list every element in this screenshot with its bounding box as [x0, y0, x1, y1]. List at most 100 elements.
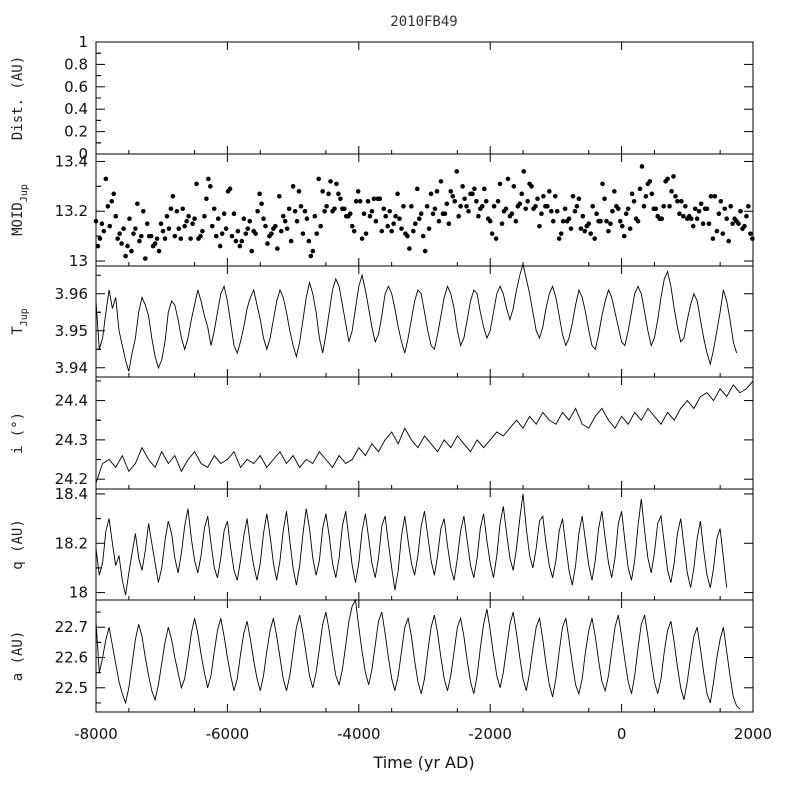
- data-point-moid-147: [673, 194, 678, 199]
- data-point-moid-18: [164, 213, 170, 219]
- data-point-moid-243: [395, 191, 400, 197]
- data-point-moid-141: [649, 191, 655, 197]
- data-point-moid-139: [641, 203, 647, 209]
- data-point-moid-329: [734, 218, 739, 224]
- data-point-moid-197: [213, 233, 219, 239]
- data-point-moid-321: [702, 206, 708, 212]
- data-point-moid-51: [294, 218, 300, 224]
- data-point-moid-174: [123, 253, 128, 259]
- data-point-moid-77: [397, 216, 402, 222]
- data-point-moid-309: [655, 213, 661, 219]
- data-point-moid-310: [659, 216, 664, 222]
- data-point-moid-200: [225, 189, 231, 194]
- data-point-moid-268: [493, 236, 499, 241]
- data-point-moid-330: [738, 208, 743, 214]
- y-tick-label-incl-0: 24.2: [55, 470, 88, 488]
- data-point-moid-263: [474, 198, 479, 204]
- data-point-moid-298: [612, 189, 617, 194]
- data-point-moid-205: [245, 226, 251, 231]
- data-point-moid-190: [186, 213, 191, 219]
- data-point-moid-83: [420, 233, 426, 239]
- data-point-moid-248: [414, 186, 420, 192]
- data-point-moid-148: [677, 211, 682, 217]
- data-point-moid-153: [696, 208, 702, 214]
- data-point-moid-135: [625, 206, 631, 212]
- data-point-moid-238: [375, 196, 381, 202]
- data-point-moid-116: [550, 218, 556, 224]
- data-point-moid-157: [712, 194, 718, 199]
- data-point-moid-279: [537, 223, 542, 229]
- data-point-moid-113: [539, 211, 544, 217]
- y-tick-label-dist-1: 0.2: [64, 123, 88, 141]
- data-point-moid-275: [521, 169, 527, 174]
- data-point-moid-262: [470, 191, 475, 197]
- data-point-moid-240: [383, 213, 389, 219]
- data-point-moid-290: [580, 213, 586, 219]
- data-point-moid-287: [568, 226, 574, 231]
- data-point-moid-324: [714, 228, 720, 234]
- data-point-moid-36: [235, 228, 241, 234]
- data-point-moid-73: [381, 206, 387, 212]
- data-point-moid-24: [188, 236, 193, 241]
- data-point-moid-255: [442, 211, 448, 217]
- data-point-moid-7: [121, 226, 126, 231]
- data-point-moid-187: [174, 208, 180, 214]
- data-point-moid-307: [647, 179, 653, 184]
- data-point-moid-246: [407, 246, 412, 251]
- data-point-moid-327: [726, 238, 731, 244]
- y-tick-label-dist-4: 0.8: [64, 55, 88, 73]
- data-point-moid-328: [730, 221, 735, 226]
- data-point-moid-169: [103, 176, 109, 182]
- data-point-moid-177: [135, 201, 140, 207]
- data-point-moid-159: [720, 231, 726, 236]
- data-point-moid-272: [509, 211, 515, 217]
- data-point-moid-78: [401, 203, 406, 209]
- data-point-moid-199: [221, 211, 227, 217]
- data-point-moid-280: [541, 194, 546, 199]
- data-point-moid-82: [416, 216, 422, 222]
- data-point-moid-53: [302, 208, 308, 214]
- data-point-moid-46: [275, 246, 280, 251]
- data-point-moid-305: [639, 164, 645, 169]
- data-point-moid-233: [355, 189, 361, 194]
- data-point-moid-245: [403, 231, 408, 236]
- series-line-q: [95, 493, 728, 596]
- data-point-moid-50: [290, 184, 296, 189]
- data-point-moid-39: [247, 218, 253, 224]
- data-point-moid-12: [141, 208, 146, 214]
- y-tick-label-a-0: 22.5: [55, 679, 88, 697]
- data-point-moid-281: [545, 203, 550, 209]
- data-point-moid-23: [184, 218, 189, 224]
- data-point-moid-2: [101, 228, 107, 234]
- data-point-moid-188: [178, 236, 184, 241]
- data-point-moid-282: [549, 208, 554, 214]
- data-point-moid-20: [172, 233, 178, 239]
- x-tick-label-1: -6000: [206, 725, 250, 743]
- data-point-moid-221: [308, 253, 314, 259]
- y-tick-label-dist-3: 0.6: [64, 78, 88, 96]
- data-point-moid-136: [629, 191, 635, 197]
- data-point-moid-167: [95, 243, 101, 249]
- data-point-moid-6: [117, 231, 122, 236]
- data-point-moid-285: [560, 218, 566, 224]
- data-point-moid-173: [119, 241, 124, 246]
- data-point-moid-35: [231, 211, 237, 217]
- data-point-moid-215: [284, 226, 290, 231]
- data-point-moid-37: [239, 238, 245, 244]
- data-point-moid-192: [194, 181, 199, 187]
- data-point-moid-291: [584, 223, 590, 229]
- data-point-moid-318: [690, 223, 696, 229]
- data-point-moid-212: [273, 223, 278, 229]
- y-tick-label-q-2: 18.4: [55, 485, 88, 503]
- data-point-moid-230: [344, 213, 349, 219]
- y-tick-label-dist-0: 0: [78, 145, 88, 163]
- data-point-moid-85: [428, 191, 434, 197]
- data-point-moid-17: [160, 228, 166, 234]
- x-tick-label-5: 2000: [734, 725, 772, 743]
- data-point-moid-81: [413, 221, 418, 226]
- data-point-moid-193: [198, 233, 203, 239]
- data-point-moid-67: [357, 198, 363, 204]
- data-point-moid-276: [525, 198, 530, 204]
- y-tick-label-moid-0: 13: [69, 252, 88, 270]
